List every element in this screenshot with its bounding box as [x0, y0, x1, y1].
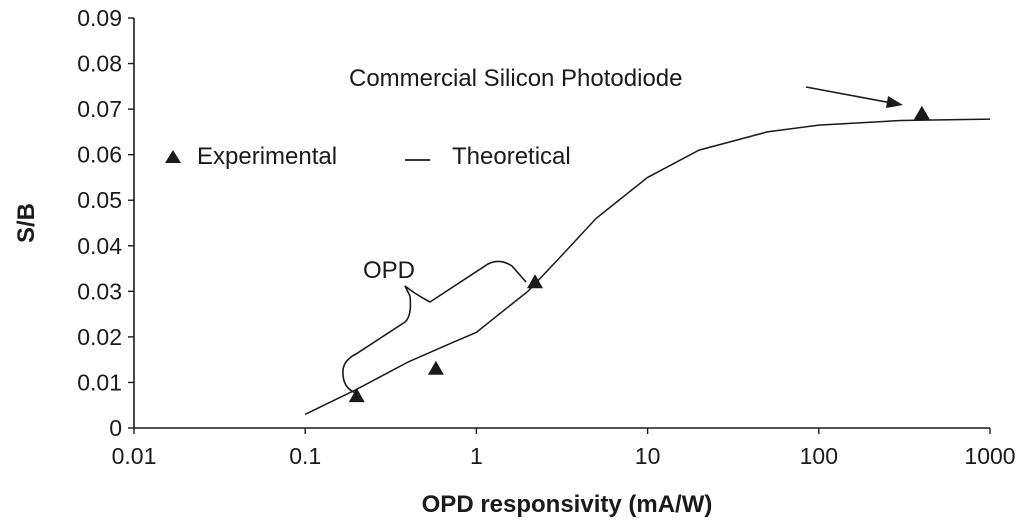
- opd-annotation: OPD: [363, 257, 415, 284]
- theoretical-series: [304, 118, 991, 415]
- y-tick-label: 0.02: [77, 324, 122, 350]
- photodiode-arrow: [805, 86, 893, 104]
- x-tick-label: 1: [470, 443, 483, 469]
- experimental-point: [427, 360, 444, 375]
- x-tick-label: 1000: [964, 443, 1015, 469]
- axis-ticks: 00.010.020.030.040.050.060.070.080.090.0…: [77, 5, 1015, 469]
- experimental-point: [913, 105, 930, 120]
- experimental-point: [527, 274, 544, 289]
- y-tick-label: 0.08: [77, 51, 122, 77]
- theoretical-line: [304, 118, 991, 415]
- x-tick-label: 0.1: [289, 443, 321, 469]
- photodiode-arrowhead: [886, 96, 903, 108]
- opd-brace: [342, 260, 527, 394]
- x-axis-title: OPD responsivity (mA/W): [422, 491, 713, 518]
- legend-experimental-marker: [165, 150, 181, 163]
- y-tick-label: 0.03: [77, 278, 122, 304]
- y-axis-title: S/B: [13, 203, 40, 243]
- photodiode-annotation: Commercial Silicon Photodiode: [349, 65, 683, 92]
- y-tick-label: 0.05: [77, 187, 122, 213]
- x-tick-label: 0.01: [112, 443, 157, 469]
- experimental-series: [348, 105, 930, 403]
- y-tick-label: 0.01: [77, 369, 122, 395]
- y-tick-label: 0.06: [77, 142, 122, 168]
- legend-experimental-label: Experimental: [197, 143, 337, 170]
- y-tick-label: 0.07: [77, 96, 122, 122]
- y-tick-label: 0.04: [77, 233, 122, 259]
- x-tick-label: 100: [800, 443, 838, 469]
- experimental-point: [348, 388, 365, 403]
- y-tick-label: 0: [109, 415, 122, 441]
- y-tick-label: 0.09: [77, 5, 122, 31]
- x-tick-label: 10: [635, 443, 661, 469]
- legend-theoretical-label: Theoretical: [452, 143, 571, 170]
